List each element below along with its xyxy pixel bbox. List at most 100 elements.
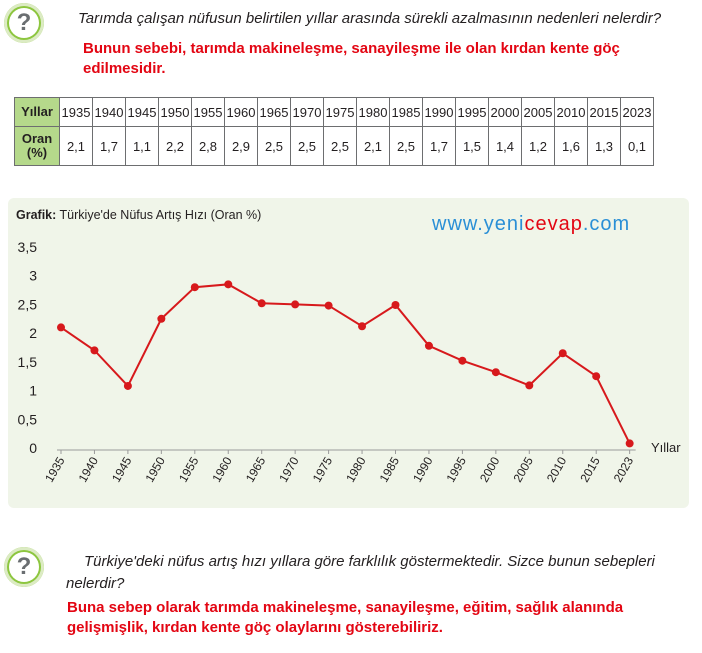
question-1-text: Tarımda çalışan nüfusun belirtilen yılla… [78,10,662,27]
rate-cell: 2,5 [323,126,357,166]
y-tick-label: 0 [29,440,37,456]
chart-panel [8,198,689,508]
x-tick-label: 2000 [477,454,503,484]
y-tick-label: 2 [29,325,37,341]
y-tick-label: 3,5 [18,239,38,255]
year-cell: 1965 [257,97,291,127]
x-tick-label: 1960 [209,454,235,484]
rate-cell: 1,2 [521,126,555,166]
x-tick-label: 1980 [343,454,369,484]
rate-header: Oran (%) [14,126,60,166]
watermark-yeni: yeni [483,213,525,235]
x-tick-label: 1955 [176,454,202,484]
x-tick-label: 2005 [510,454,536,484]
question-2-line-1: Türkiye'deki nüfus artış hızı yıllara gö… [84,553,655,570]
year-cell: 1980 [356,97,390,127]
rate-cell: 2,8 [191,126,225,166]
y-tick-label: 2,5 [18,296,38,312]
watermark-cevap: cevap [524,213,583,235]
year-cell: 1995 [455,97,489,127]
year-cell: 1940 [92,97,126,127]
y-tick-label: 0,5 [18,411,38,427]
x-tick-label: 2010 [544,454,570,484]
rate-cell: 1,7 [92,126,126,166]
x-tick-label: 1940 [76,454,102,484]
rate-cell: 2,5 [257,126,291,166]
data-point [190,283,199,292]
year-cell: 1990 [422,97,456,127]
population-rate-table: Yıllar 1935 1940 1945 1950 1955 1960 196… [14,97,654,166]
rate-cell: 2,1 [59,126,93,166]
data-point [90,346,99,355]
data-point [57,323,65,332]
question-mark: ? [9,552,39,582]
rate-cell: 2,9 [224,126,258,166]
data-point [491,368,500,377]
x-tick-label: 1935 [42,454,68,484]
y-tick-label: 1,5 [18,354,38,370]
rate-row: Oran (%) 2,1 1,7 1,1 2,2 2,8 2,9 2,5 2,5… [14,126,654,166]
data-point [525,381,534,390]
year-cell: 2023 [620,97,654,127]
y-tick-label: 3 [29,268,37,284]
rate-cell: 1,1 [125,126,159,166]
answer-1-line-1: Bunun sebebi, tarımda makineleşme, sanay… [83,40,620,57]
year-cell: 1975 [323,97,357,127]
year-cell: 1935 [59,97,93,127]
rate-cell: 0,1 [620,126,654,166]
rate-cell: 2,5 [389,126,423,166]
year-row: Yıllar 1935 1940 1945 1950 1955 1960 196… [14,97,654,127]
year-cell: 1950 [158,97,192,127]
chart-title: Grafik: Türkiye'de Nüfus Artış Hızı (Ora… [16,208,261,222]
rate-header-line-2: (%) [26,145,48,160]
x-tick-label: 1975 [310,454,336,484]
watermark: www.yenicevap.com [432,213,630,236]
chart-title-prefix: Grafik: [16,208,57,222]
data-point [391,301,400,310]
data-point [224,280,233,289]
rate-cell: 1,6 [554,126,588,166]
watermark-www: www. [432,213,484,235]
rate-cell: 2,2 [158,126,192,166]
year-header: Yıllar [14,97,60,127]
year-cell: 1955 [191,97,225,127]
data-point [324,301,333,310]
chart-title-text: Türkiye'de Nüfus Artış Hızı (Oran %) [59,208,262,222]
data-point [625,439,634,448]
rate-cell: 1,3 [587,126,621,166]
rate-cell: 2,5 [290,126,324,166]
data-point [291,300,300,309]
question-icon: ? [4,547,44,587]
x-tick-label: 2023 [611,454,637,484]
x-tick-label: 1995 [444,454,470,484]
data-point [257,299,266,308]
data-point [558,349,567,358]
year-cell: 2010 [554,97,588,127]
data-point [592,372,601,381]
rate-header-line-1: Oran [21,131,53,146]
x-tick-label: 1965 [243,454,269,484]
question-mark: ? [9,8,39,38]
x-tick-label: 1945 [109,454,135,484]
answer-1-line-2: edilmesidir. [83,60,166,77]
y-tick-label: 1 [29,383,37,399]
rate-cell: 2,1 [356,126,390,166]
question-2-line-2: nelerdir? [66,575,125,592]
x-tick-label: 1950 [142,454,168,484]
x-tick-label: 1990 [410,454,436,484]
rate-cell: 1,5 [455,126,489,166]
data-point [424,341,433,350]
data-point [157,314,166,323]
x-tick-label: 1985 [377,454,403,484]
year-cell: 1985 [389,97,423,127]
year-cell: 1970 [290,97,324,127]
x-tick-label: 1970 [276,454,302,484]
answer-2-line-2: gelişmişlik, kırdan kente göç olaylarını… [67,619,443,636]
year-cell: 1945 [125,97,159,127]
data-point [458,356,467,365]
year-cell: 2005 [521,97,555,127]
x-tick-label: 2015 [577,454,603,484]
answer-2-line-1: Buna sebep olarak tarımda makineleşme, s… [67,599,624,616]
question-icon: ? [4,3,44,43]
